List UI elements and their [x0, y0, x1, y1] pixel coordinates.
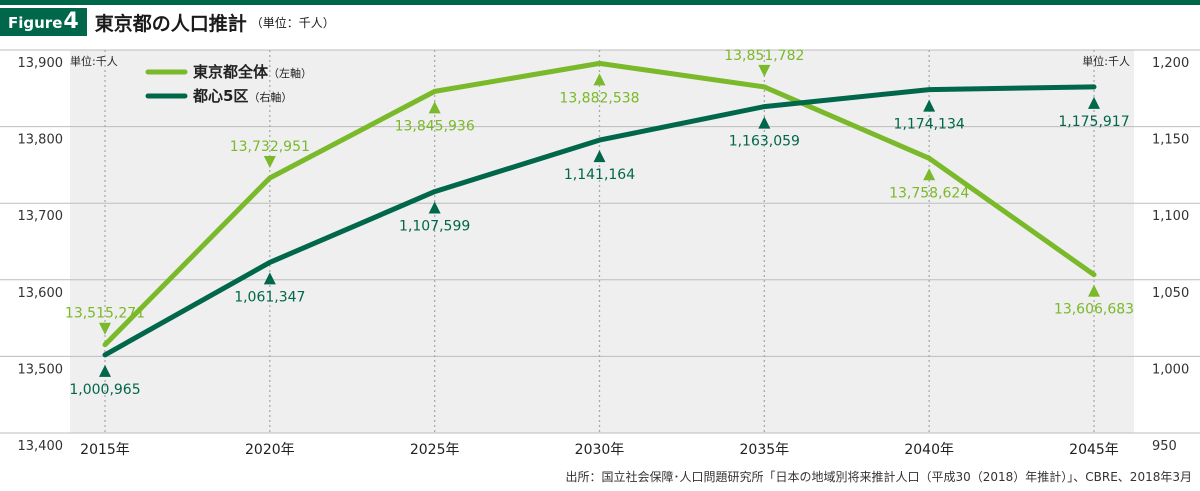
right-axis-unit-label: 単位:千人: [1082, 54, 1130, 68]
x-axis-tick-label: 2035年: [740, 442, 790, 458]
left-axis-unit-label: 単位:千人: [70, 54, 118, 68]
data-label: 1,107,599: [399, 219, 470, 235]
x-axis-tick-label: 2020年: [245, 442, 295, 458]
data-marker: [923, 99, 936, 112]
data-marker: [263, 272, 276, 285]
x-axis-tick-label: 2025年: [410, 442, 460, 458]
right-axis-tick-label: 950: [1152, 439, 1177, 454]
right-axis-tick-label: 1,050: [1152, 286, 1189, 301]
left-axis-tick-label: 13,900: [18, 56, 64, 71]
x-axis-tick-label: 2040年: [904, 442, 954, 458]
data-marker: [428, 101, 441, 114]
left-axis-tick-label: 13,400: [18, 439, 64, 454]
source-note: 出所：国立社会保障･人口問題研究所「日本の地域別将来推計人口（平成30（2018…: [565, 470, 1192, 484]
x-axis-tick-label: 2045年: [1069, 442, 1119, 458]
data-marker: [99, 322, 111, 335]
data-label: 1,000,965: [69, 382, 140, 398]
chart-title: 東京都の人口推計: [94, 12, 247, 35]
data-marker: [758, 64, 771, 77]
figure-badge-number: 4: [63, 9, 79, 34]
data-label: 13,515,271: [65, 306, 145, 322]
data-label: 1,061,347: [234, 289, 305, 305]
legend-entry: 都心5区（右軸）: [192, 87, 292, 105]
data-label: 1,174,134: [894, 117, 965, 133]
data-label: 1,175,917: [1058, 114, 1129, 130]
x-axis-tick-label: 2030年: [575, 442, 625, 458]
plot-area: [70, 50, 1134, 433]
data-label: 13,851,782: [724, 48, 804, 64]
data-marker: [99, 364, 111, 377]
data-marker: [923, 168, 936, 181]
legend-entry: 東京都全体（左軸）: [193, 63, 312, 81]
right-axis-tick-label: 1,000: [1152, 362, 1189, 377]
data-marker: [593, 150, 606, 163]
data-marker: [1088, 96, 1100, 109]
data-marker: [1088, 284, 1100, 297]
data-label: 13,732,951: [230, 139, 310, 155]
top-accent-bar: [0, 0, 1200, 5]
left-axis-tick-label: 13,600: [18, 286, 64, 301]
data-label: 13,606,683: [1054, 302, 1134, 318]
figure-header: Figure 4 東京都の人口推計 （単位：千人）: [0, 8, 335, 36]
data-label: 1,163,059: [729, 134, 800, 150]
data-label: 13,758,624: [889, 185, 969, 201]
right-axis-tick-label: 1,150: [1152, 133, 1189, 148]
right-axis-tick-label: 1,200: [1152, 56, 1189, 71]
data-label: 13,845,936: [395, 118, 475, 134]
data-marker: [758, 116, 771, 129]
data-marker: [428, 201, 441, 214]
data-marker: [593, 73, 606, 86]
x-axis-tick-label: 2015年: [80, 442, 130, 458]
data-label: 13,882,538: [559, 90, 639, 106]
figure-badge-word: Figure: [8, 14, 63, 32]
data-marker: [263, 155, 276, 168]
series-line-2: [102, 84, 1097, 358]
data-label: 1,141,164: [564, 167, 635, 183]
right-axis-tick-label: 1,100: [1152, 209, 1189, 224]
left-axis-tick-label: 13,700: [18, 209, 64, 224]
left-axis-tick-label: 13,500: [18, 362, 64, 377]
chart-unit: （単位：千人）: [250, 15, 335, 30]
series-line-1: [102, 60, 1097, 348]
figure-badge: Figure 4: [0, 8, 87, 36]
left-axis-tick-label: 13,800: [18, 133, 64, 148]
